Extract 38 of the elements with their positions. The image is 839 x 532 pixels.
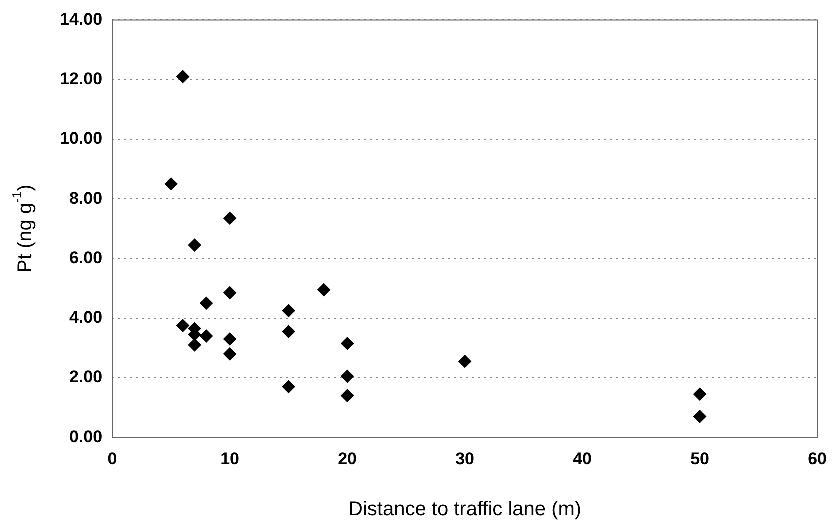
point: [282, 380, 296, 394]
point: [200, 330, 214, 343]
point: [341, 337, 354, 350]
y-tick-label: 2.00: [69, 368, 103, 387]
point: [164, 178, 178, 191]
x-tick-label: 0: [108, 449, 118, 468]
y-tick-label: 10.00: [60, 129, 103, 148]
point: [188, 338, 202, 352]
y-tick-label: 4.00: [69, 308, 103, 328]
point: [341, 389, 354, 402]
point: [224, 212, 237, 225]
point: [200, 296, 214, 310]
y-tick-label: 6.00: [69, 248, 103, 268]
x-tick-label: 40: [573, 449, 592, 468]
point: [694, 388, 707, 401]
x-axis-title: Distance to traffic lane (m): [348, 498, 582, 521]
x-tick-label: 10: [220, 449, 240, 468]
y-tick-label: 8.00: [69, 188, 103, 208]
x-tick-label: 20: [338, 449, 358, 468]
point: [318, 284, 331, 297]
point: [341, 370, 354, 383]
x-tick-label: 60: [808, 449, 828, 468]
point: [694, 410, 707, 424]
y-tick-label: 14.00: [60, 10, 103, 29]
point: [224, 348, 237, 361]
x-tick-label: 50: [690, 449, 710, 468]
point: [282, 325, 296, 338]
y-tick-label: 12.00: [60, 70, 103, 89]
point: [176, 319, 190, 332]
point: [224, 332, 237, 346]
y-tick-label: 0.00: [69, 427, 103, 446]
x-tick-label: 30: [456, 449, 475, 468]
point: [188, 238, 202, 252]
point: [176, 70, 190, 84]
point: [458, 355, 472, 368]
point: [224, 286, 237, 300]
point: [282, 304, 296, 318]
y-axis-title: Pt (ng g-1): [10, 184, 37, 274]
